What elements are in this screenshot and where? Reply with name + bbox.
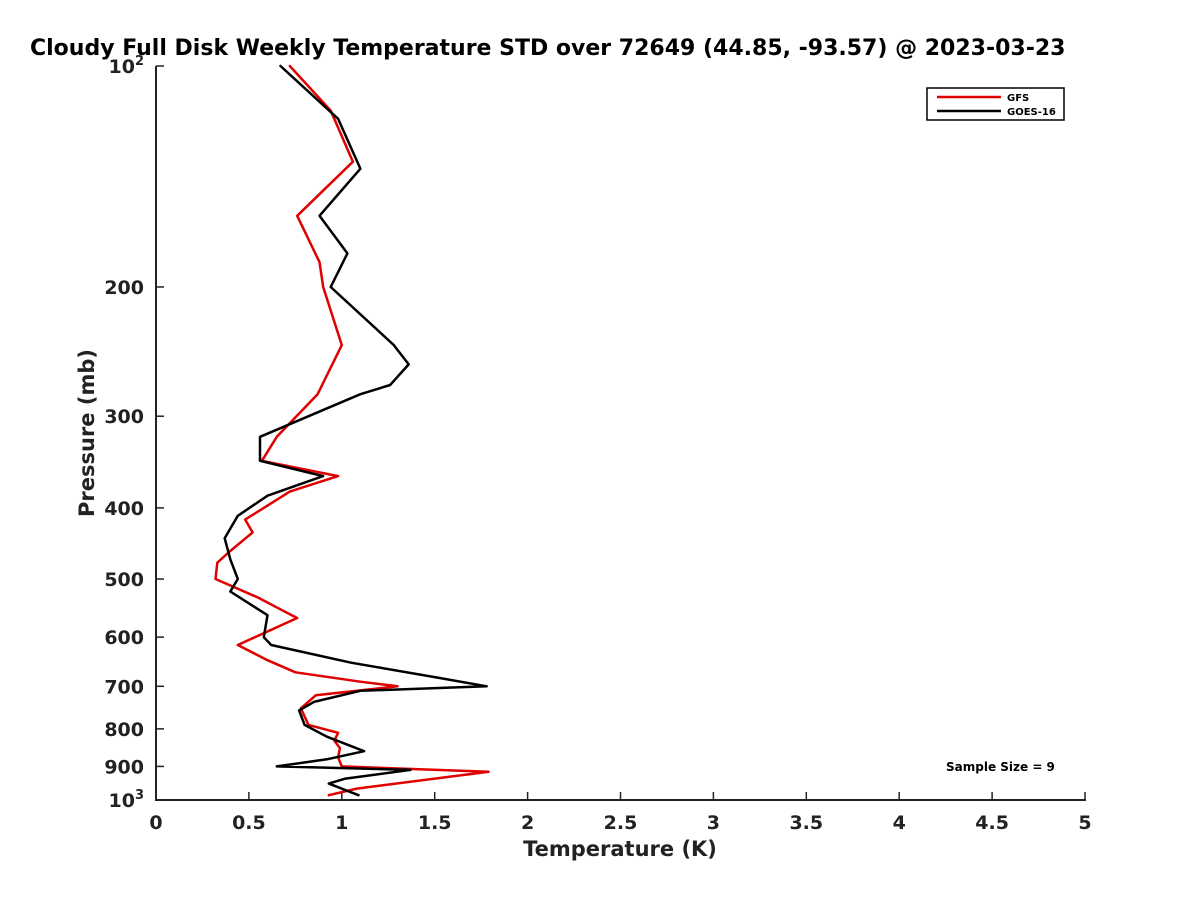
x-tick-label: 4.5	[975, 812, 1009, 834]
sample-size-annotation: Sample Size = 9	[946, 760, 1055, 774]
plot-area: 0 0.5 1 1.5 2 2.5 3 3.5 4 4.5 5 102200300400500600…	[104, 54, 1091, 834]
x-tick-label: 3	[707, 812, 720, 834]
x-tick-label: 2	[521, 812, 534, 834]
series-line-goes16	[223, 64, 488, 797]
x-tick-label: 5	[1078, 812, 1091, 834]
y-tick-label: 800	[104, 719, 144, 741]
legend: GFS GOES-16	[926, 87, 1065, 121]
y-tick-label: 400	[104, 498, 144, 520]
y-tick-label: 500	[104, 569, 144, 591]
y-tick-label-exponent: 2	[135, 54, 144, 69]
x-tick-label: 0	[149, 812, 162, 834]
y-tick-label: 700	[104, 676, 144, 698]
y-tick-label: 300	[104, 406, 144, 428]
series-line-gfs	[214, 64, 490, 797]
x-tick-label: 0.5	[232, 812, 266, 834]
y-axis-title: Pressure (mb)	[75, 349, 99, 517]
y-tick-label: 600	[104, 627, 144, 649]
legend-label-gfs: GFS	[1007, 93, 1029, 104]
y-tick-label-base: 10	[109, 56, 135, 78]
y-tick-label: 900	[104, 756, 144, 778]
x-tick-label: 1.5	[418, 812, 452, 834]
legend-label-goes16: GOES-16	[1007, 107, 1056, 118]
series-lines	[214, 64, 490, 797]
x-tick-label: 4	[893, 812, 906, 834]
chart-title: Cloudy Full Disk Weekly Temperature STD …	[30, 36, 1065, 61]
x-axis-title: Temperature (K)	[523, 837, 717, 861]
x-tick-label: 3.5	[789, 812, 823, 834]
y-tick-label: 200	[104, 277, 144, 299]
y-tick-label: 103	[109, 788, 145, 812]
x-tick-label: 1	[335, 812, 348, 834]
y-tick-label: 102	[109, 54, 145, 78]
x-tick-label: 2.5	[604, 812, 638, 834]
legend-box	[926, 87, 1065, 121]
x-ticks: 0 0.5 1 1.5 2 2.5 3 3.5 4 4.5 5	[149, 792, 1092, 834]
y-tick-label-exponent: 3	[135, 788, 144, 803]
y-tick-label-base: 10	[109, 790, 135, 812]
